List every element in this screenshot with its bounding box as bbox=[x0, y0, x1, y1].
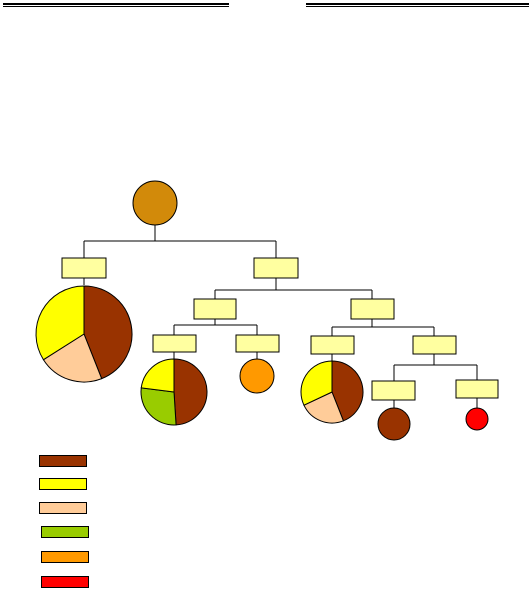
legend-swatch-brown bbox=[39, 455, 87, 467]
root-node bbox=[132, 180, 178, 226]
legend-swatch-orange bbox=[41, 551, 89, 563]
legend-swatch-yellow bbox=[39, 478, 87, 490]
node-box-level3-d bbox=[412, 335, 457, 355]
pie-mid-slice-2 bbox=[140, 358, 175, 393]
header-rule-right bbox=[306, 3, 529, 7]
node-box-level3-b bbox=[235, 334, 280, 353]
pie-right-slice-2 bbox=[300, 360, 333, 406]
node-box-level3-a bbox=[152, 334, 197, 353]
legend-swatch-green bbox=[41, 526, 89, 538]
connector-lines bbox=[83, 225, 478, 408]
pie-right bbox=[300, 360, 364, 424]
pie-left-slice-1 bbox=[42, 333, 103, 383]
node-box-level2-left bbox=[193, 298, 237, 320]
node-box-level1-left bbox=[61, 257, 107, 279]
leaf-node-brown bbox=[377, 407, 411, 441]
legend-swatch-peach bbox=[39, 502, 87, 514]
node-box-level1-right bbox=[253, 257, 299, 279]
pie-mid bbox=[140, 358, 208, 426]
pie-right-slice-1 bbox=[303, 391, 345, 424]
leaf-node-red bbox=[465, 407, 489, 431]
node-box-level3-c bbox=[310, 335, 355, 355]
leaf-node-orange bbox=[239, 358, 275, 394]
pie-left bbox=[35, 285, 133, 383]
header-rule-left bbox=[3, 3, 229, 7]
node-box-level2-right bbox=[350, 298, 395, 320]
node-box-level4-left bbox=[371, 380, 416, 401]
node-box-level4-right bbox=[455, 379, 499, 399]
legend-swatch-red bbox=[41, 576, 89, 588]
pie-left-slice-2 bbox=[35, 285, 85, 361]
pie-left-slice-0 bbox=[83, 285, 133, 380]
pie-right-slice-0 bbox=[331, 360, 364, 422]
pie-mid-slice-1 bbox=[140, 387, 177, 426]
pie-mid-slice-0 bbox=[173, 358, 208, 426]
